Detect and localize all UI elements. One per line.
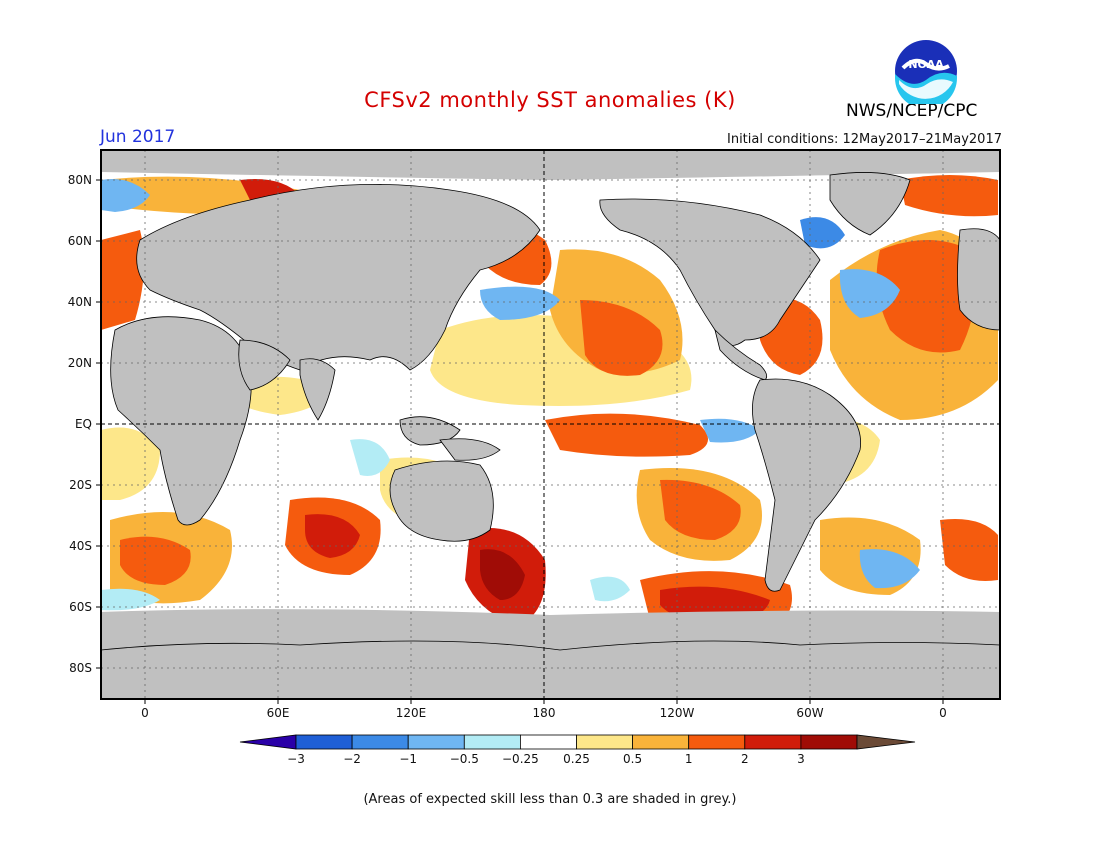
colorbar-segment <box>295 734 353 750</box>
colorbar-label: 0.25 <box>563 752 590 766</box>
forecast-period: Jun 2017 <box>100 127 176 147</box>
lon-label: 120W <box>659 706 695 720</box>
map-title: CFSv2 monthly SST anomalies (K) <box>364 88 736 112</box>
continents <box>101 172 1000 699</box>
colorbar-label: 1 <box>684 752 693 766</box>
colorbar-segment <box>520 734 577 750</box>
colorbar-segment <box>800 734 858 750</box>
lon-label: 0 <box>939 706 947 720</box>
lat-label: EQ <box>74 417 92 431</box>
lon-label: 0 <box>141 706 149 720</box>
logo-text: NOAA <box>908 58 944 71</box>
lon-label: 60W <box>796 706 824 720</box>
lat-label: 80N <box>67 173 92 187</box>
colorbar-segment <box>688 734 746 750</box>
skill-note: (Areas of expected skill less than 0.3 a… <box>363 792 737 807</box>
colorbar-segment <box>576 734 633 750</box>
colorbar-min-arrow <box>239 734 297 750</box>
arctic-low-skill-region <box>101 150 1000 180</box>
lat-label: 60S <box>69 600 92 614</box>
colorbar-label: −0.25 <box>502 752 539 766</box>
colorbar-label: −3 <box>287 752 305 766</box>
colorbar-label: 3 <box>797 752 805 766</box>
colorbar-label: 2 <box>740 752 749 766</box>
lon-label: 60E <box>266 706 290 720</box>
warm-anomaly-areas <box>101 175 998 633</box>
colorbar-segment <box>744 734 802 750</box>
lat-label: 40S <box>69 539 92 553</box>
cool-anomaly-areas <box>101 179 920 611</box>
initial-conditions: Initial conditions: 12May2017–21May2017 <box>727 132 1002 147</box>
lat-label: 60N <box>67 234 92 248</box>
equator-dateline <box>101 150 1000 699</box>
colorbar-segment <box>632 734 690 750</box>
colorbar-label: −0.5 <box>449 752 479 766</box>
axis-ticks <box>96 179 944 704</box>
lat-label: 20N <box>67 356 92 370</box>
colorbar-label: 0.5 <box>623 752 643 766</box>
colorbar-label: −1 <box>399 752 418 766</box>
lon-label: 180 <box>532 706 556 720</box>
lon-label: 120E <box>395 706 427 720</box>
colorbar-label: −2 <box>343 752 361 766</box>
lat-label: 80S <box>69 661 92 675</box>
colorbar-segment <box>407 734 465 750</box>
colorbar-max-arrow <box>856 734 916 750</box>
agency-label: NWS/NCEP/CPC <box>846 101 978 121</box>
noaa-logo-icon: NOAA <box>895 40 957 104</box>
graticule <box>101 150 1000 699</box>
colorbar-segment <box>463 734 521 750</box>
colorbar-segment <box>351 734 409 750</box>
lat-label: 40N <box>67 295 92 309</box>
lat-label: 20S <box>69 478 92 492</box>
